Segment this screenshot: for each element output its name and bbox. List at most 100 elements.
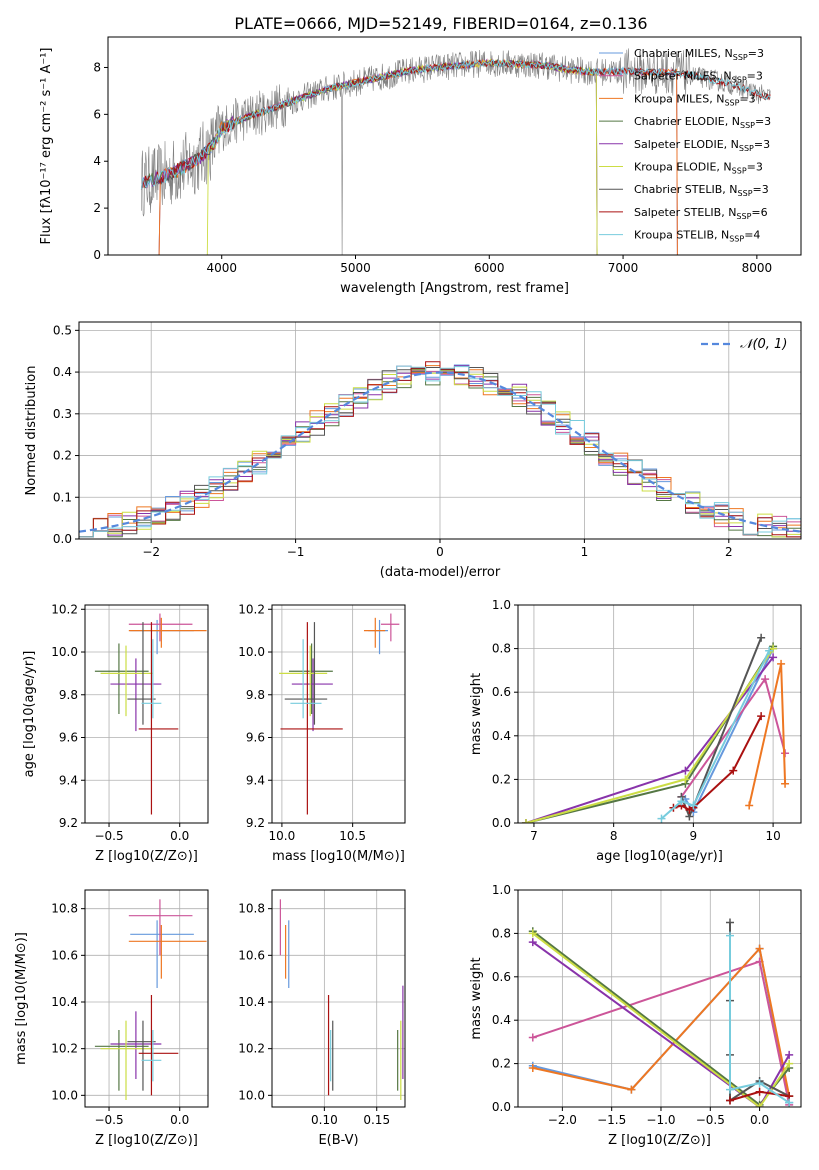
plot-area-mass-vs-EBV — [279, 899, 404, 1100]
y-tick-label: 10.8 — [51, 902, 78, 916]
y-tick-label: 9.8 — [59, 688, 78, 702]
panel-age-vs-mass: 10.0 10.5 9.2 9.4 9.6 9.8 10.0 10.2 mass [log10(… — [238, 602, 406, 864]
normal-reference-curve — [79, 371, 801, 533]
y-tick-label: 10.0 — [51, 645, 78, 659]
axes-frame — [84, 604, 209, 824]
x-tick-label: 10.5 — [339, 829, 366, 843]
y-tick-label: 0.3 — [53, 407, 72, 421]
mass-weight-point — [726, 931, 735, 940]
x-tick-label: 9 — [690, 829, 698, 843]
legend-label: Salpeter ELODIE, NSSP=3 — [634, 138, 770, 153]
y-tick-label: 10.0 — [238, 1088, 265, 1102]
x-tick-label: −2 — [142, 545, 160, 559]
y-tick-label: 0.4 — [492, 1013, 511, 1027]
y-tick-label: 10.8 — [238, 902, 265, 916]
y-tick-label: 10.4 — [238, 995, 265, 1009]
y-tick-label: 10.6 — [51, 948, 78, 962]
axes-frame — [517, 604, 802, 824]
x-tick-label: 0.15 — [363, 1113, 390, 1127]
y-tick-label: 10.6 — [238, 948, 265, 962]
mass-weight-point — [681, 775, 690, 784]
axes-frame — [271, 889, 406, 1108]
panel-age-vs-Z: −0.5 0.0 9.2 9.4 9.6 9.8 10.0 10.2 Z [log10(Z/Z⊙… — [22, 602, 209, 864]
mass-weight-point — [521, 819, 530, 823]
x-tick-label: 2 — [725, 545, 733, 559]
y-tick-label: 1.0 — [492, 883, 511, 897]
x-tick-label: 1 — [581, 545, 589, 559]
mass-weight-point — [769, 653, 778, 662]
mass-weight-point — [785, 1098, 794, 1107]
histogram-series — [79, 365, 801, 538]
plot-area-mass-weight-vs-Z — [528, 918, 794, 1107]
legend-label: Salpeter MILES, NSSP=3 — [634, 70, 763, 85]
axes-frame — [107, 36, 802, 256]
x-axis-label: (data-model)/error — [380, 565, 501, 580]
mass-weight-point — [755, 1087, 764, 1096]
y-axis-label: age [log10(age/yr)] — [22, 651, 37, 778]
mass-weight-point — [726, 1085, 735, 1094]
spectrum-legend: Chabrier MILES, NSSP=3 Salpeter MILES, NS… — [599, 47, 771, 244]
x-axis-label: Z [log10(Z/Z⊙)] — [95, 849, 198, 864]
x-tick-label: 5000 — [340, 261, 371, 275]
y-tick-label: 0.0 — [53, 532, 72, 546]
mass-weight-point — [761, 675, 770, 684]
mass-weight-line — [532, 946, 791, 1097]
x-axis-label: wavelength [Angstrom, rest frame] — [340, 281, 569, 296]
mass-weight-point — [528, 1033, 537, 1042]
y-tick-label: 0.0 — [492, 816, 511, 830]
x-tick-label: −0.5 — [696, 1113, 725, 1127]
mass-weight-point — [627, 1085, 636, 1094]
model-spectrum-line — [206, 58, 598, 255]
y-tick-label: 2 — [93, 201, 101, 215]
y-tick-label: 9.2 — [59, 816, 78, 830]
legend-label: Salpeter STELIB, NSSP=6 — [634, 206, 768, 221]
mass-weight-point — [757, 712, 766, 721]
plot-area-mass-vs-Z — [94, 899, 207, 1100]
figure-title: PLATE=0666, MJD=52149, FIBERID=0164, z=0… — [234, 14, 647, 33]
y-tick-label: 10.0 — [51, 1088, 78, 1102]
y-tick-label: 0.2 — [492, 772, 511, 786]
mass-weight-point — [781, 779, 790, 788]
y-tick-label: 0 — [93, 248, 101, 262]
x-tick-label: −2.0 — [548, 1113, 577, 1127]
mass-weight-point — [689, 801, 698, 810]
mass-weight-line — [532, 932, 791, 1107]
x-axis-label: Z [log10(Z/Z⊙)] — [608, 1133, 711, 1148]
panel-mass-vs-EBV: 0.10 0.15 10.0 10.2 10.4 10.6 10.8 E(B-V) — [238, 889, 406, 1148]
y-tick-label: 6 — [93, 107, 101, 121]
y-axis-label: Flux [fλ10⁻¹⁷ erg cm⁻² s⁻¹ A⁻¹] — [39, 48, 54, 245]
y-tick-label: 0.2 — [492, 1057, 511, 1071]
y-axis-label: Normed distribution — [24, 366, 39, 496]
panel-residual-histogram: −2 −1 0 1 2 0.0 0.1 0.2 0.3 0.4 0.5 (data-model)/er… — [24, 321, 802, 580]
x-tick-label: 0.0 — [170, 829, 189, 843]
y-axis-label: mass weight — [469, 957, 484, 1039]
panel-mass-vs-Z: −0.5 0.0 10.0 10.2 10.4 10.6 10.8 Z [log10(Z/Z⊙… — [14, 889, 209, 1148]
mass-weight-point — [528, 929, 537, 938]
mass-weight-point — [729, 766, 738, 775]
plot-area-age-vs-Z — [94, 613, 207, 815]
axes-frame — [84, 889, 209, 1108]
axes-frame — [517, 889, 802, 1108]
y-tick-label: 0.4 — [53, 365, 72, 379]
mass-weight-line — [525, 645, 774, 823]
y-tick-label: 0.0 — [492, 1100, 511, 1114]
y-tick-label: 10.0 — [238, 645, 265, 659]
x-tick-label: −0.5 — [94, 829, 123, 843]
y-tick-label: 0.8 — [492, 642, 511, 656]
y-tick-label: 10.2 — [51, 602, 78, 616]
mass-weight-line — [525, 656, 774, 823]
axes-frame — [271, 604, 406, 824]
x-tick-label: −1.0 — [646, 1113, 675, 1127]
x-tick-label: 0.0 — [750, 1113, 769, 1127]
x-tick-label: 7000 — [608, 261, 639, 275]
mass-weight-point — [785, 1050, 794, 1059]
y-tick-label: 0.1 — [53, 490, 72, 504]
y-tick-label: 9.6 — [246, 731, 265, 745]
mass-weight-point — [528, 938, 537, 947]
mass-weight-point — [755, 1079, 764, 1088]
y-tick-label: 9.2 — [246, 816, 265, 830]
mass-weight-point — [755, 1103, 764, 1107]
mass-weight-line — [660, 650, 770, 820]
mass-weight-line — [729, 935, 790, 1104]
